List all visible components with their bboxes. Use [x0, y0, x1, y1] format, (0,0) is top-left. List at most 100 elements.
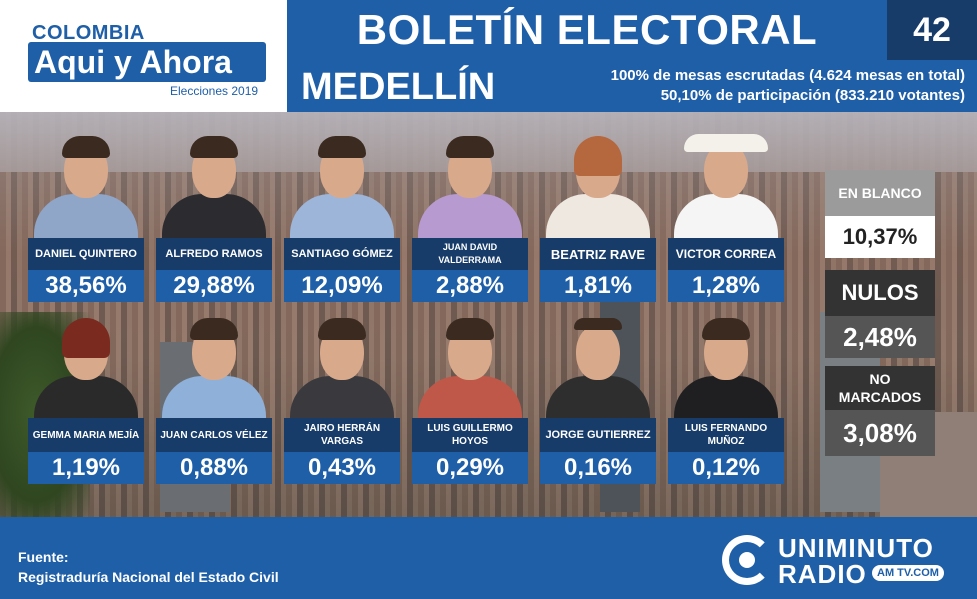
- shirt: [34, 376, 138, 422]
- candidate-percentage: 0,29%: [412, 452, 528, 484]
- candidate-photo: [668, 310, 784, 422]
- city-bar: MEDELLÍN 100% de mesas escrutadas (4.624…: [287, 60, 977, 112]
- candidate-card: DANIEL QUINTERO 38,56%: [28, 128, 144, 302]
- candidate-card: GEMMA MARIA MEJÍA 1,19%: [28, 310, 144, 484]
- hair: [62, 318, 110, 358]
- face: [576, 324, 620, 380]
- unmarked-vote-value: 3,08%: [825, 410, 935, 456]
- candidate-percentage: 38,56%: [28, 270, 144, 302]
- candidate-percentage: 0,88%: [156, 452, 272, 484]
- shirt: [418, 194, 522, 240]
- title-bar: BOLETÍN ELECTORAL: [287, 0, 887, 60]
- hair: [318, 318, 366, 340]
- candidate-card: JORGE GUTIERREZ 0,16%: [540, 310, 656, 484]
- hair: [446, 136, 494, 158]
- candidate-photo: [284, 128, 400, 240]
- brand-logo: COLOMBIA Aqui y Ahora Elecciones 2019: [0, 0, 287, 112]
- candidate-percentage: 0,43%: [284, 452, 400, 484]
- candidate-percentage: 1,28%: [668, 270, 784, 302]
- radio-brand-top: UNIMINUTO: [778, 533, 934, 563]
- logo-top-text: COLOMBIA: [32, 22, 145, 44]
- shirt: [34, 194, 138, 240]
- bulletin-number: 42: [887, 0, 977, 60]
- candidate-photo: [28, 128, 144, 240]
- candidate-card: JUAN CARLOS VÉLEZ 0,88%: [156, 310, 272, 484]
- radio-brand-bottom: RADIO: [778, 559, 867, 589]
- candidate-name: SANTIAGO GÓMEZ: [284, 238, 400, 270]
- candidate-card: ALFREDO RAMOS 29,88%: [156, 128, 272, 302]
- candidate-name: ALFREDO RAMOS: [156, 238, 272, 270]
- candidate-card: LUIS FERNANDO MUÑOZ 0,12%: [668, 310, 784, 484]
- source-text: Registraduría Nacional del Estado Civil: [18, 569, 279, 585]
- stat-line-2: 50,10% de participación (833.210 votante…: [660, 87, 965, 104]
- candidate-percentage: 1,81%: [540, 270, 656, 302]
- radio-tag: AM TV.COM: [872, 565, 944, 581]
- candidate-photo: [284, 310, 400, 422]
- blank-vote-value: 10,37%: [825, 216, 935, 258]
- shirt: [162, 194, 266, 240]
- candidate-card: LUIS GUILLERMO HOYOS 0,29%: [412, 310, 528, 484]
- candidate-card: JUAN DAVID VALDERRAMA 2,88%: [412, 128, 528, 302]
- hair: [62, 136, 110, 158]
- candidate-photo: [540, 128, 656, 240]
- candidate-name: JAIRO HERRÁN VARGAS: [284, 418, 400, 452]
- shirt: [674, 376, 778, 422]
- candidate-percentage: 0,16%: [540, 452, 656, 484]
- shirt: [546, 194, 650, 240]
- candidate-photo: [28, 310, 144, 422]
- stat-line-1: 100% de mesas escrutadas (4.624 mesas en…: [610, 67, 965, 84]
- null-vote-label: NULOS: [825, 270, 935, 316]
- candidate-photo: [668, 128, 784, 240]
- logo-subtitle: Elecciones 2019: [170, 84, 259, 98]
- page-title: BOLETÍN ELECTORAL: [356, 6, 818, 53]
- source-label: Fuente:: [18, 549, 69, 565]
- candidate-percentage: 1,19%: [28, 452, 144, 484]
- candidate-name: JUAN DAVID VALDERRAMA: [412, 238, 528, 270]
- hair: [190, 318, 238, 340]
- footer: Fuente: Registraduría Nacional del Estad…: [0, 517, 977, 599]
- hair: [190, 136, 238, 158]
- candidate-card: VICTOR CORREA 1,28%: [668, 128, 784, 302]
- candidate-percentage: 2,88%: [412, 270, 528, 302]
- candidate-percentage: 29,88%: [156, 270, 272, 302]
- hair: [574, 318, 622, 330]
- candidate-card: JAIRO HERRÁN VARGAS 0,43%: [284, 310, 400, 484]
- candidate-card: BEATRIZ RAVE 1,81%: [540, 128, 656, 302]
- city-name: MEDELLÍN: [301, 66, 496, 108]
- candidate-name: JUAN CARLOS VÉLEZ: [156, 418, 272, 452]
- candidate-name: GEMMA MARIA MEJÍA: [28, 418, 144, 452]
- candidate-name: DANIEL QUINTERO: [28, 238, 144, 270]
- candidate-name: VICTOR CORREA: [668, 238, 784, 270]
- hat: [684, 134, 768, 152]
- candidate-photo: [156, 310, 272, 422]
- logo-main-text: Aqui y Ahora: [28, 42, 266, 82]
- candidate-percentage: 0,12%: [668, 452, 784, 484]
- unmarked-vote-label: NO MARCADOS: [825, 366, 935, 410]
- hair: [318, 136, 366, 158]
- candidate-photo: [412, 310, 528, 422]
- blank-vote-label: EN BLANCO: [825, 170, 935, 216]
- candidate-name: BEATRIZ RAVE: [540, 238, 656, 270]
- candidate-name: LUIS FERNANDO MUÑOZ: [668, 418, 784, 452]
- candidate-name: LUIS GUILLERMO HOYOS: [412, 418, 528, 452]
- hair: [446, 318, 494, 340]
- shirt: [546, 376, 650, 422]
- candidate-photo: [156, 128, 272, 240]
- candidate-name: JORGE GUTIERREZ: [540, 418, 656, 452]
- radio-ring-icon: [722, 535, 772, 585]
- shirt: [162, 376, 266, 422]
- uniminuto-radio-logo: UNIMINUTO RADIO AM TV.COM: [722, 529, 962, 589]
- candidate-photo: [540, 310, 656, 422]
- shirt: [674, 194, 778, 240]
- radio-dot-icon: [739, 552, 755, 568]
- shirt: [418, 376, 522, 422]
- null-vote-value: 2,48%: [825, 316, 935, 358]
- shirt: [290, 376, 394, 422]
- hair: [574, 136, 622, 176]
- turnout-stats: 100% de mesas escrutadas (4.624 mesas en…: [611, 66, 965, 106]
- candidate-card: SANTIAGO GÓMEZ 12,09%: [284, 128, 400, 302]
- candidate-percentage: 12,09%: [284, 270, 400, 302]
- hair: [702, 318, 750, 340]
- shirt: [290, 194, 394, 240]
- candidate-photo: [412, 128, 528, 240]
